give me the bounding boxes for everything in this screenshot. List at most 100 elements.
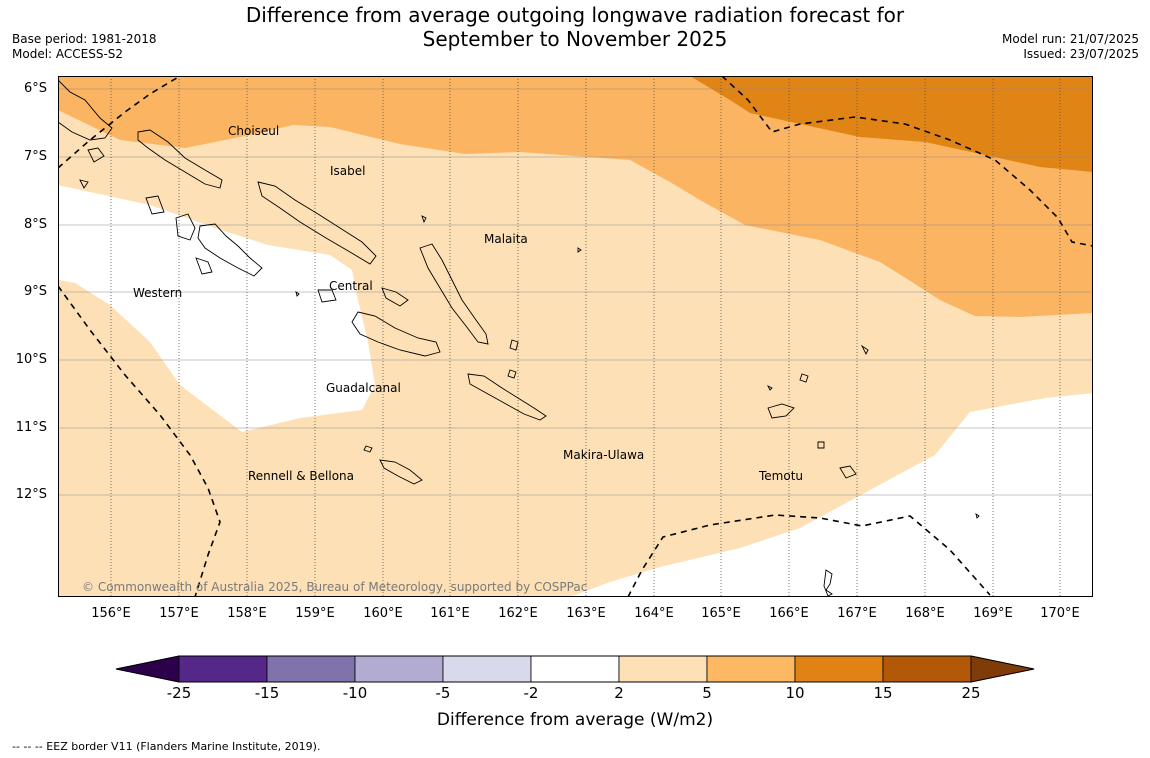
title-line-1: Difference from average outgoing longwav… — [245, 3, 905, 27]
reef-islands — [799, 373, 809, 383]
eez-border-northeast — [721, 77, 1092, 247]
lon-label-157e: 157°E — [159, 606, 199, 621]
santa-cruz-island — [767, 403, 795, 419]
anomaly-band-5-10 — [59, 77, 1092, 317]
lon-label-164e: 164°E — [634, 606, 674, 621]
eez-borders — [59, 77, 1092, 596]
colorbar-outline — [115, 655, 1035, 683]
colorbar-segment-above-25 — [970, 655, 1035, 683]
colorbar-segment--10--5 — [354, 655, 444, 683]
region-label-makira-ulawa: Makira-Ulawa — [563, 448, 645, 462]
colorbar — [115, 655, 1035, 683]
buka-island — [87, 147, 105, 163]
lat-label-6s: 6°S — [23, 81, 47, 96]
region-label-isabel: Isabel — [330, 164, 366, 178]
colorbar-segment-10-15 — [794, 655, 884, 683]
guadalcanal-island — [351, 311, 441, 357]
malaita-island — [419, 243, 489, 345]
tikopia-island — [817, 441, 825, 449]
model-run: Model run: 21/07/2025 — [1001, 32, 1139, 46]
bougainville-island — [59, 80, 113, 141]
new-georgia-island — [175, 213, 196, 241]
isabel-island — [257, 181, 377, 265]
rennell-island — [379, 459, 423, 485]
colorbar-segment--5--2 — [442, 655, 532, 683]
issued-date: Issued: 23/07/2025 — [1023, 47, 1139, 61]
south-malaita-island — [509, 339, 519, 351]
map-canvas — [59, 77, 1092, 596]
lat-label-11s: 11°S — [15, 420, 47, 435]
anuta-island — [823, 569, 833, 596]
lat-label-8s: 8°S — [23, 217, 47, 232]
lat-label-12s: 12°S — [15, 487, 47, 502]
lon-label-169e: 169°E — [973, 606, 1013, 621]
lon-label-167e: 167°E — [837, 606, 877, 621]
region-label-guadalcanal: Guadalcanal — [326, 381, 401, 395]
rendova-island — [195, 257, 213, 275]
colorbar-segment--15--10 — [266, 655, 356, 683]
region-label-central: Central — [329, 279, 373, 293]
small-islet-1 — [766, 384, 773, 391]
small-islet-3 — [79, 179, 89, 189]
title-line-2: September to November 2025 — [422, 27, 728, 51]
colorbar-tick--15: -15 — [254, 684, 280, 702]
lon-label-165e: 165°E — [701, 606, 741, 621]
latitude-gridlines — [59, 88, 1092, 496]
run-info: Model run: 21/07/2025 Issued: 23/07/2025 — [1002, 32, 1139, 62]
lon-label-161e: 161°E — [430, 606, 470, 621]
colorbar-segment-2-5 — [618, 655, 708, 683]
map-title: Difference from average outgoing longwav… — [0, 3, 1150, 51]
forecast-map — [58, 76, 1093, 597]
eez-border-southeast — [627, 514, 991, 596]
colorbar-tick-5: 5 — [702, 684, 712, 702]
lon-label-158e: 158°E — [227, 606, 267, 621]
vanikoro-island — [839, 465, 857, 479]
coastlines — [59, 80, 980, 596]
fatutaka-island — [975, 512, 980, 519]
nggela-island — [381, 287, 409, 307]
model-info: Base period: 1981-2018 Model: ACCESS-S2 — [12, 32, 157, 62]
ulawa-island — [507, 369, 517, 379]
lon-label-162e: 162°E — [498, 606, 538, 621]
colorbar-tick--10: -10 — [342, 684, 368, 702]
colorbar-tick--5: -5 — [435, 684, 451, 702]
colorbar-tick-25: 25 — [961, 684, 981, 702]
model-name: Model: ACCESS-S2 — [12, 47, 124, 61]
colorbar-tick--2: -2 — [523, 684, 539, 702]
choiseul-island — [137, 129, 223, 189]
lat-label-9s: 9°S — [23, 284, 47, 299]
region-label-western: Western — [133, 286, 183, 300]
lat-label-7s: 7°S — [23, 149, 47, 164]
colorbar-segment--25--15 — [178, 655, 268, 683]
colorbar-tick-2: 2 — [614, 684, 624, 702]
base-period: Base period: 1981-2018 — [12, 32, 157, 46]
lon-label-159e: 159°E — [295, 606, 335, 621]
eez-border-west — [59, 286, 221, 596]
copyright-notice: © Commonwealth of Australia 2025, Bureau… — [82, 580, 588, 594]
lon-label-163e: 163°E — [566, 606, 606, 621]
lat-label-10s: 10°S — [15, 352, 47, 367]
lon-label-166e: 166°E — [769, 606, 809, 621]
region-label-malaita: Malaita — [484, 232, 528, 246]
sikaiana-island — [577, 247, 582, 253]
colorbar-tick-15: 15 — [873, 684, 893, 702]
colorbar-label: Difference from average (W/m2) — [436, 710, 714, 730]
colorbar-segment-below--25 — [115, 655, 180, 683]
vella-lavella-island — [145, 195, 165, 215]
region-label-choiseul: Choiseul — [228, 124, 280, 138]
bellona-island — [363, 445, 373, 453]
colorbar-segment--2-2 — [530, 655, 620, 683]
small-islet-2 — [295, 290, 300, 297]
lon-label-160e: 160°E — [363, 606, 403, 621]
makira-island — [467, 373, 547, 421]
lon-label-170e: 170°E — [1040, 606, 1080, 621]
region-label-temotu: Temotu — [759, 469, 804, 483]
colorbar-tick--25: -25 — [166, 684, 192, 702]
russell-islands — [317, 289, 337, 303]
region-label-rennell-bellona: Rennell & Bellona — [248, 469, 355, 483]
colorbar-segment-15-25 — [882, 655, 972, 683]
anomaly-band-10-15 — [691, 77, 1092, 172]
colorbar-tick-10: 10 — [785, 684, 805, 702]
lon-label-156e: 156°E — [91, 606, 131, 621]
colorbar-segment-5-10 — [706, 655, 796, 683]
